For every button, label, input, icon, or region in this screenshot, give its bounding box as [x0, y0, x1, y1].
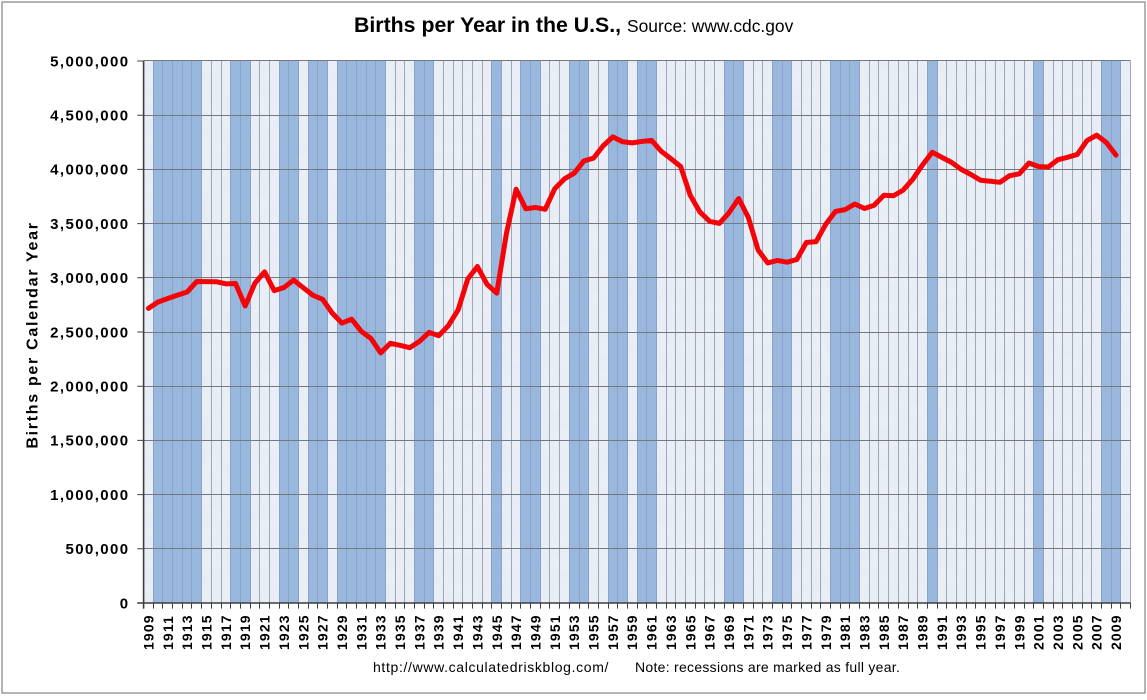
svg-text:1915: 1915 [198, 614, 214, 650]
svg-text:http://www.calculatedriskblog.: http://www.calculatedriskblog.com/ [373, 659, 609, 675]
svg-text:1987: 1987 [895, 614, 911, 650]
svg-text:1949: 1949 [527, 614, 543, 650]
svg-text:1919: 1919 [237, 614, 253, 650]
svg-text:2009: 2009 [1108, 614, 1124, 650]
svg-text:1977: 1977 [798, 614, 814, 650]
svg-text:1963: 1963 [663, 614, 679, 650]
svg-text:1993: 1993 [953, 614, 969, 650]
svg-text:1925: 1925 [295, 614, 311, 650]
svg-text:1983: 1983 [856, 614, 872, 650]
svg-text:2,500,000: 2,500,000 [50, 324, 129, 341]
svg-text:5,000,000: 5,000,000 [50, 53, 129, 70]
svg-text:Births per Year in the U.S., S: Births per Year in the U.S., Source: www… [354, 13, 794, 37]
svg-text:1945: 1945 [489, 614, 505, 650]
svg-text:2001: 2001 [1031, 614, 1047, 650]
svg-text:1995: 1995 [973, 614, 989, 650]
svg-text:4,500,000: 4,500,000 [50, 108, 129, 125]
svg-text:1941: 1941 [450, 614, 466, 650]
svg-text:1909: 1909 [140, 614, 156, 650]
svg-text:1997: 1997 [992, 614, 1008, 650]
svg-text:1985: 1985 [876, 614, 892, 650]
svg-text:1959: 1959 [624, 614, 640, 650]
svg-text:1921: 1921 [257, 614, 273, 650]
svg-text:1975: 1975 [779, 614, 795, 650]
svg-text:1933: 1933 [373, 614, 389, 650]
svg-text:500,000: 500,000 [65, 541, 129, 558]
svg-text:3,500,000: 3,500,000 [50, 216, 129, 233]
svg-text:4,000,000: 4,000,000 [50, 162, 129, 179]
svg-text:1967: 1967 [702, 614, 718, 650]
svg-text:1991: 1991 [934, 614, 950, 650]
svg-text:2005: 2005 [1069, 614, 1085, 650]
svg-text:1947: 1947 [508, 614, 524, 650]
svg-text:1955: 1955 [586, 614, 602, 650]
svg-text:3,000,000: 3,000,000 [50, 270, 129, 287]
svg-text:1971: 1971 [740, 614, 756, 650]
svg-text:0: 0 [120, 595, 130, 612]
svg-text:1927: 1927 [315, 614, 331, 650]
svg-text:1935: 1935 [392, 614, 408, 650]
svg-text:1929: 1929 [334, 614, 350, 650]
svg-text:Births per Calendar Year: Births per Calendar Year [25, 221, 42, 448]
svg-text:1989: 1989 [915, 614, 931, 650]
svg-text:1937: 1937 [411, 614, 427, 650]
svg-text:1961: 1961 [644, 614, 660, 650]
svg-text:1953: 1953 [566, 614, 582, 650]
svg-text:1943: 1943 [469, 614, 485, 650]
svg-text:1957: 1957 [605, 614, 621, 650]
svg-text:1923: 1923 [276, 614, 292, 650]
svg-text:2003: 2003 [1050, 614, 1066, 650]
svg-text:1981: 1981 [837, 614, 853, 650]
svg-text:Note: recessions are marked as: Note: recessions are marked as full year… [635, 659, 900, 675]
svg-text:1,500,000: 1,500,000 [50, 433, 129, 450]
svg-text:2007: 2007 [1089, 614, 1105, 650]
svg-text:1911: 1911 [160, 615, 176, 650]
svg-text:1951: 1951 [547, 614, 563, 650]
svg-text:1931: 1931 [353, 614, 369, 650]
svg-text:1917: 1917 [218, 614, 234, 650]
svg-text:1965: 1965 [682, 614, 698, 650]
svg-text:1973: 1973 [760, 614, 776, 650]
svg-text:2,000,000: 2,000,000 [50, 379, 129, 396]
svg-text:1969: 1969 [721, 614, 737, 650]
svg-text:1999: 1999 [1011, 614, 1027, 650]
svg-text:1913: 1913 [179, 614, 195, 650]
svg-text:1979: 1979 [818, 614, 834, 650]
svg-text:1939: 1939 [431, 614, 447, 650]
svg-text:1,000,000: 1,000,000 [50, 487, 129, 504]
